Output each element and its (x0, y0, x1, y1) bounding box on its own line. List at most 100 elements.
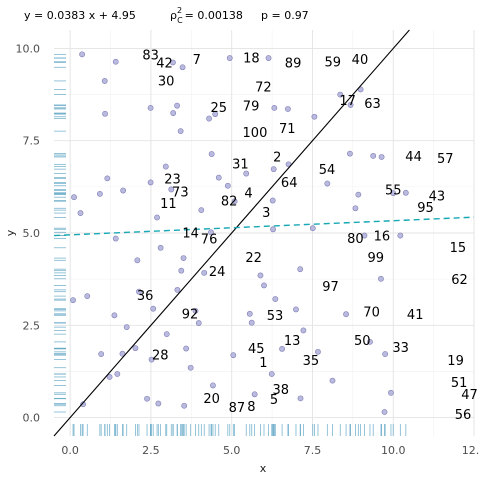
point-label: 31 (232, 158, 249, 173)
point-label: 33 (392, 341, 409, 356)
data-point (397, 232, 404, 239)
data-point (309, 225, 316, 232)
point-label: 55 (385, 183, 402, 198)
point-label: 15 (450, 241, 467, 256)
point-label: 100 (243, 126, 268, 141)
data-point (147, 104, 154, 111)
data-point (285, 106, 291, 112)
regression-equation: y = 0.0383 x + 4.95 (24, 9, 136, 22)
point-label: 16 (374, 230, 391, 245)
data-point (257, 272, 264, 279)
data-point (119, 350, 126, 357)
point-label: 64 (281, 176, 298, 191)
point-label: 41 (407, 308, 424, 323)
data-point (268, 371, 275, 377)
data-point (147, 179, 154, 186)
data-point (111, 312, 118, 319)
point-label: 99 (368, 251, 385, 266)
point-label: 50 (354, 334, 371, 349)
data-point (324, 180, 331, 187)
data-point (112, 58, 119, 65)
y-axis-ticks: 0.0 2.5 5.0 7.5 10.0 (16, 42, 41, 424)
point-label: 22 (245, 251, 262, 266)
point-label: 17 (339, 94, 356, 109)
data-point (112, 235, 119, 242)
point-label: 42 (156, 56, 173, 71)
point-label: 36 (137, 289, 154, 304)
data-point (96, 190, 103, 197)
data-point (382, 351, 389, 357)
point-label: 28 (152, 348, 169, 363)
data-point (270, 226, 276, 233)
data-point (168, 186, 175, 193)
data-point (183, 345, 190, 352)
point-label: 57 (437, 152, 454, 167)
data-points (70, 51, 409, 415)
data-point (352, 205, 359, 212)
data-point (248, 319, 255, 326)
point-label: 11 (160, 197, 177, 212)
data-point (154, 214, 160, 221)
point-label: 14 (182, 226, 199, 241)
y-tick-label: 0.0 (23, 412, 41, 425)
data-point (270, 166, 277, 173)
point-label: 43 (429, 189, 446, 204)
point-label: 62 (451, 273, 468, 288)
point-label: 1 (259, 356, 267, 371)
point-label: 53 (267, 309, 284, 324)
data-point (261, 282, 267, 289)
point-label: 40 (352, 53, 369, 68)
point-label: 76 (201, 233, 218, 248)
point-label: 63 (364, 97, 381, 112)
data-point (265, 55, 272, 61)
point-label: 73 (172, 186, 189, 201)
data-point (169, 59, 176, 66)
major-grid (54, 30, 475, 436)
data-point (134, 257, 141, 264)
point-label: 72 (255, 80, 272, 95)
rho-superscript: 2 (177, 6, 182, 15)
fit-lines (53, 29, 475, 437)
data-point (181, 402, 188, 409)
rho-value: = 0.00138 (185, 9, 243, 22)
point-label: 45 (248, 342, 265, 357)
data-point (402, 189, 409, 196)
point-label: 3 (262, 206, 270, 221)
point-label: 2 (273, 151, 281, 166)
data-point (208, 151, 215, 157)
data-point (179, 64, 186, 71)
y-axis-title: y (4, 229, 17, 236)
data-point (343, 311, 349, 318)
data-point (215, 174, 222, 181)
point-label: 56 (455, 408, 472, 423)
data-point (148, 356, 155, 363)
x-tick-label: 7.5 (304, 444, 322, 457)
point-label: 92 (182, 307, 199, 322)
data-point (71, 194, 77, 201)
point-label: 23 (164, 172, 181, 187)
data-point (251, 391, 258, 398)
point-label: 47 (461, 388, 478, 403)
rho-symbol: ρ (170, 9, 177, 22)
x-tick-label: 10.0 (381, 444, 406, 457)
point-label: 44 (405, 150, 422, 165)
point-label: 79 (243, 100, 260, 115)
point-label: 83 (142, 48, 159, 63)
point-label: 71 (279, 122, 296, 137)
point-label: 89 (285, 56, 302, 71)
point-label: 18 (243, 51, 260, 66)
x-axis-ticks: 0.0 2.5 5.0 7.5 10.0 12.5 (61, 444, 480, 457)
data-point (106, 374, 113, 380)
data-point (231, 198, 238, 205)
data-point (150, 305, 157, 312)
point-label: 70 (363, 306, 380, 321)
x-tick-label: 12.5 (462, 444, 480, 457)
data-point (178, 267, 185, 274)
data-point (208, 229, 214, 236)
point-label: 4 (244, 186, 252, 201)
data-point (98, 351, 105, 357)
data-point (163, 331, 170, 338)
identity-line (53, 29, 410, 437)
